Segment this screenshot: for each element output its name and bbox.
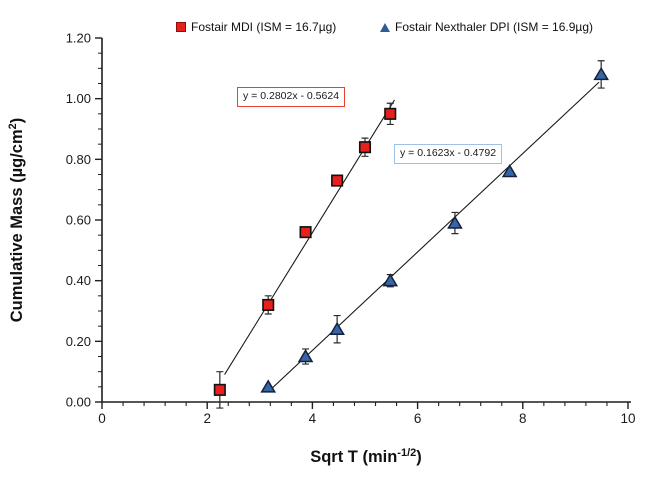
data-point-triangle [260, 379, 277, 393]
data-point-square [213, 383, 226, 396]
data-point-triangle [447, 215, 463, 229]
y-axis-title: Cumulative Mass (µg/cm2) [7, 118, 26, 323]
trendline-dpi [269, 81, 600, 391]
axes-lines [101, 38, 631, 403]
data-point-square [331, 174, 344, 187]
data-point-square [384, 107, 397, 120]
y-tick-label: 1.20 [66, 31, 91, 46]
x-tick-label: 6 [414, 411, 422, 426]
data-point-triangle [329, 321, 345, 335]
data-point-triangle [501, 163, 518, 178]
legend-label-fostair-nexthaler-dpi: Fostair Nexthaler DPI (ISM = 16.9µg) [395, 20, 593, 34]
trendline-equation-dpi: y = 0.1623x - 0.4792 [394, 144, 503, 164]
y-tick-label: 0.40 [66, 273, 91, 288]
data-point-square [262, 298, 275, 311]
y-tick-label: 0.60 [66, 213, 91, 228]
data-point-square [299, 226, 312, 239]
x-tick-label: 8 [519, 411, 527, 426]
y-tick-label: 0.20 [66, 334, 91, 349]
trendline-equation-mdi: y = 0.2802x - 0.5624 [237, 87, 346, 107]
data-point-square [358, 141, 372, 154]
x-axis-title: Sqrt T (min-1/2) [310, 447, 422, 466]
x-tick-label: 4 [309, 411, 317, 426]
legend-entry-fostair-mdi: Fostair MDI (ISM = 16.7µg) [176, 20, 336, 34]
data-point-triangle [382, 273, 399, 287]
y-tick-label: 0.00 [66, 395, 91, 410]
legend-triangle-marker-icon [380, 22, 390, 32]
x-tick-label: 10 [620, 411, 635, 426]
y-tick-label: 0.80 [66, 152, 91, 167]
x-tick-label: 2 [203, 411, 211, 426]
y-tick-label: 1.00 [66, 91, 91, 106]
data-point-triangle [593, 66, 609, 81]
legend-square-marker-icon [176, 22, 186, 32]
x-tick-label: 0 [98, 411, 106, 426]
legend-label-fostair-mdi: Fostair MDI (ISM = 16.7µg) [191, 20, 337, 34]
legend-entry-fostair-nexthaler-dpi: Fostair Nexthaler DPI (ISM = 16.9µg) [380, 20, 593, 34]
data-point-triangle [297, 349, 314, 363]
